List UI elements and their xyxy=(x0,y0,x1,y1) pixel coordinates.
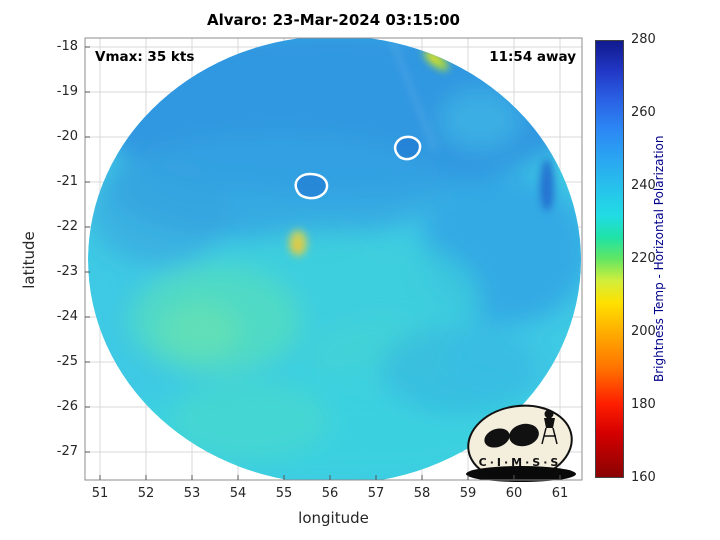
x-tick-label: 61 xyxy=(551,486,569,501)
colorbar-tick-label: 280 xyxy=(631,32,656,47)
swath-clip xyxy=(88,38,581,480)
colorbar-axis-label: Brightness Temp - Horizontal Polarizatio… xyxy=(652,135,666,383)
y-axis-label: latitude xyxy=(20,231,38,289)
x-tick-label: 58 xyxy=(413,486,431,501)
swath-seam xyxy=(390,39,437,151)
colorbar xyxy=(595,40,624,478)
contour-2 xyxy=(294,172,329,200)
dish-silhouette-center xyxy=(509,423,539,447)
contour-1 xyxy=(393,135,422,161)
axes-box xyxy=(84,37,583,481)
x-tick-label: 52 xyxy=(137,486,155,501)
dish-silhouette-left xyxy=(484,428,510,448)
y-tick-label: -22 xyxy=(56,219,78,234)
colorbar-tick-label: 260 xyxy=(631,105,656,120)
colorbar-tick-label: 180 xyxy=(631,397,656,412)
time-away-annotation: 11:54 away xyxy=(489,49,576,65)
logo-base-bar xyxy=(466,466,576,482)
x-tick-label: 57 xyxy=(367,486,385,501)
vmax-annotation: Vmax: 35 kts xyxy=(95,49,195,65)
tower-head xyxy=(544,409,554,419)
colorbar-tick-label: 240 xyxy=(631,178,656,193)
x-tick-label: 55 xyxy=(275,486,293,501)
y-tick-label: -18 xyxy=(56,39,78,54)
warm-streak xyxy=(423,49,449,71)
colorbar-tick-label: 200 xyxy=(631,324,656,339)
cimss-logo: C·I·M·S·S xyxy=(466,404,576,482)
x-tick-marks xyxy=(99,475,561,480)
y-tick-label: -25 xyxy=(56,354,78,369)
colorbar-tick-label: 220 xyxy=(631,251,656,266)
y-tick-label: -27 xyxy=(56,444,78,459)
x-tick-label: 56 xyxy=(321,486,339,501)
tower-legs xyxy=(541,427,558,445)
x-tick-label: 60 xyxy=(505,486,523,501)
y-tick-marks xyxy=(85,46,90,453)
y-tick-label: -23 xyxy=(56,264,78,279)
y-tick-label: -24 xyxy=(56,309,78,324)
y-tick-label: -20 xyxy=(56,129,78,144)
dark-blue-streak xyxy=(540,159,554,211)
x-tick-label: 54 xyxy=(229,486,247,501)
water-tower xyxy=(544,418,555,428)
cimss-text: C·I·M·S·S xyxy=(479,456,562,469)
x-tick-label: 59 xyxy=(459,486,477,501)
x-tick-label: 51 xyxy=(91,486,109,501)
white-contours xyxy=(294,135,422,200)
y-tick-label: -26 xyxy=(56,399,78,414)
x-tick-label: 53 xyxy=(183,486,201,501)
y-tick-label: -21 xyxy=(56,174,78,189)
plot-title: Alvaro: 23-Mar-2024 03:15:00 xyxy=(207,11,460,29)
colorbar-tick-label: 160 xyxy=(631,470,656,485)
y-tick-label: -19 xyxy=(56,84,78,99)
satellite-swath xyxy=(88,38,581,480)
x-axis-label: longitude xyxy=(298,509,369,527)
